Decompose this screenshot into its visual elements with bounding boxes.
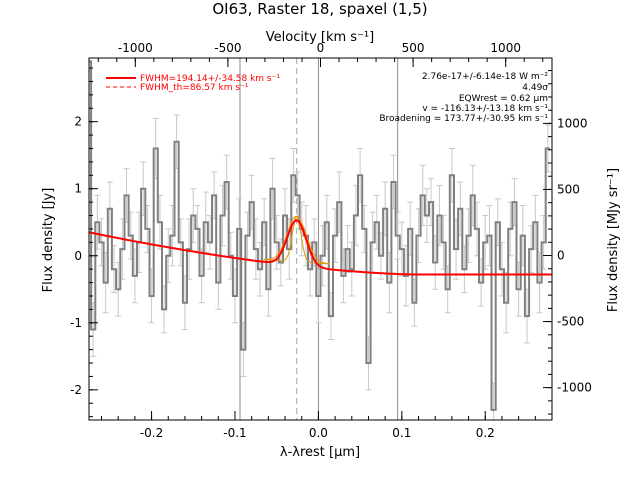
right-tick-label: 1000 (557, 116, 588, 130)
left-tick-label: 1 (74, 182, 82, 196)
chart-title: OI63, Raster 18, spaxel (1,5) (212, 0, 427, 18)
top-tick-label: -1000 (118, 41, 153, 55)
annotation-eqw: EQWrest = 0.62 μm (459, 94, 548, 104)
legend: FWHM=194.14+/-34.58 km s⁻¹ FWHM_th=86.57… (106, 74, 280, 93)
left-tick-label: 0 (74, 249, 82, 263)
right-tick-label: 0 (557, 249, 565, 263)
axes: -0.2 -0.1 0.0 0.1 0.2 -1000 -500 0 500 1000 -2 -1 0 1… (70, 41, 592, 440)
legend-entry-fwhm: FWHM=194.14+/-34.58 km s⁻¹ (140, 74, 280, 84)
bottom-tick-label: -0.2 (140, 426, 163, 440)
bottom-tick-label: -0.1 (223, 426, 246, 440)
right-tick-label: -1000 (557, 381, 592, 395)
bottom-tick-label: 0.0 (309, 426, 328, 440)
legend-entry-fwhm-th: FWHM_th=86.57 km s⁻¹ (140, 83, 249, 93)
annotation-line-flux: 2.76e-17+/-6.14e-18 W m⁻² (422, 72, 549, 82)
left-tick-label: -1 (70, 316, 82, 330)
fit-annotations: 2.76e-17+/-6.14e-18 W m⁻² 4.49σ EQWrest … (379, 72, 548, 124)
plot-content (89, 58, 552, 420)
right-y-axis-label: Flux density [MJy sr⁻¹] (606, 168, 621, 312)
annotation-broadening: Broadening = 173.77+/-30.95 km s⁻¹ (379, 114, 548, 124)
plot-area (89, 58, 552, 420)
spectrum-histogram (89, 60, 550, 411)
y-axis-label: Flux density [Jy] (41, 188, 56, 293)
top-tick-label: 0 (317, 41, 325, 55)
total-fit-curve (89, 219, 552, 276)
annotation-velocity: v = -116.13+/-13.18 km s⁻¹ (422, 104, 548, 114)
annotation-significance: 4.49σ (522, 83, 548, 93)
x-axis-label: λ-λrest [μm] (280, 445, 360, 460)
right-tick-label: 500 (557, 182, 580, 196)
bottom-tick-label: 0.1 (392, 426, 411, 440)
top-tick-label: -500 (214, 41, 241, 55)
top-tick-label: 500 (402, 41, 425, 55)
left-tick-label: 2 (74, 115, 82, 129)
right-tick-label: -500 (557, 315, 584, 329)
top-x-axis-label: Velocity [km s⁻¹] (266, 30, 374, 45)
top-tick-label: 1000 (490, 41, 521, 55)
left-tick-label: -2 (70, 383, 82, 397)
bottom-tick-label: 0.2 (476, 426, 495, 440)
